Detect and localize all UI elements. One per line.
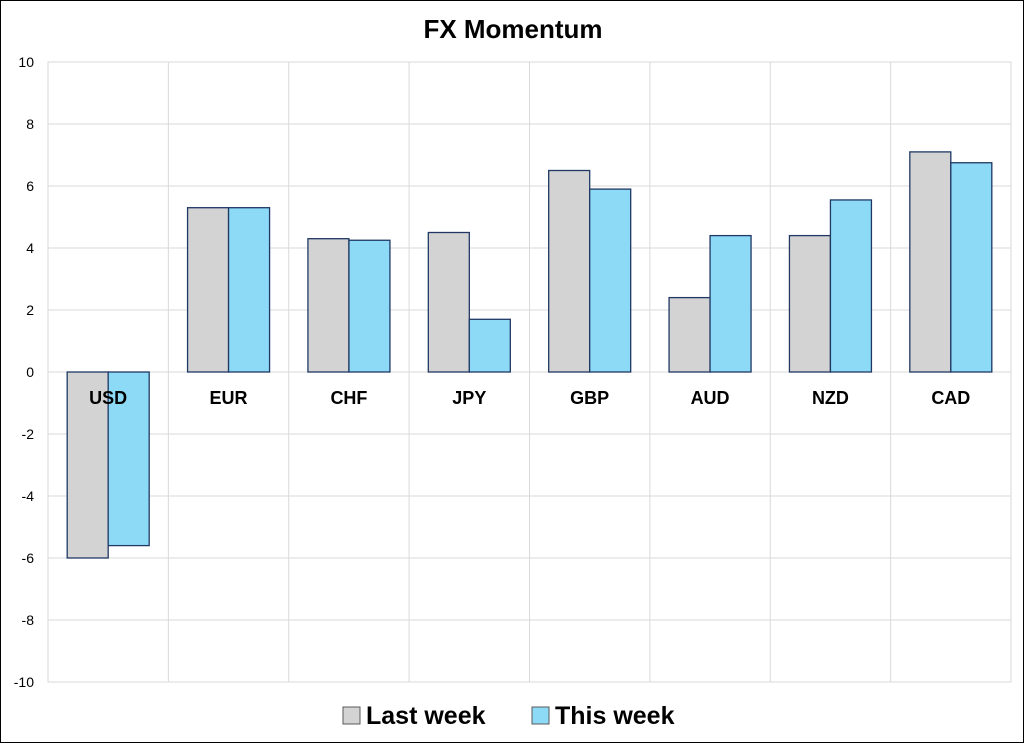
bar-aud-this-week (709, 234, 752, 373)
y-tick-label: 4 (26, 240, 34, 256)
bar-cad-this-week (950, 162, 993, 373)
y-tick-label: -8 (22, 612, 35, 628)
y-tick-label: -6 (22, 550, 35, 566)
bar-jpy-last-week (427, 231, 470, 373)
bar-gbp-this-week (589, 188, 632, 373)
category-label: CHF (330, 388, 367, 408)
category-label: EUR (210, 388, 248, 408)
legend-label: This week (555, 702, 675, 730)
bar-aud-last-week (668, 296, 711, 373)
y-tick-label: 2 (26, 302, 34, 318)
y-axis-ticks: 10 8 6 4 2 0 -2 -4 -6 -8 -10 (14, 54, 34, 690)
category-label: JPY (452, 388, 486, 408)
y-tick-label: 0 (26, 364, 34, 380)
y-tick-label: 8 (26, 116, 34, 132)
bars (66, 151, 993, 559)
y-tick-label: -2 (22, 426, 35, 442)
bar-chf-last-week (307, 238, 350, 373)
bar-nzd-this-week (829, 199, 873, 373)
legend-swatch (342, 706, 361, 725)
y-tick-label: 6 (26, 178, 34, 194)
category-labels: USD EUR CHF JPY GBP AUD NZD CAD (89, 388, 970, 408)
y-tick-label: -4 (22, 488, 35, 504)
bar-nzd-last-week (788, 234, 832, 373)
legend: Last week This week (342, 702, 675, 730)
y-tick-label: -10 (14, 674, 34, 690)
bar-cad-last-week (909, 151, 952, 373)
legend-swatch (531, 706, 550, 725)
bar-eur-this-week (227, 207, 271, 373)
category-label: AUD (691, 388, 730, 408)
bar-chf-this-week (348, 239, 391, 373)
bar-gbp-last-week (548, 169, 591, 373)
category-label: USD (89, 388, 127, 408)
chart-title: FX Momentum (423, 14, 602, 44)
legend-label: Last week (366, 702, 486, 730)
bar-eur-last-week (186, 207, 230, 373)
category-label: CAD (931, 388, 970, 408)
bar-jpy-this-week (468, 318, 511, 373)
y-tick-label: 10 (18, 54, 34, 70)
category-label: NZD (812, 388, 849, 408)
bar-usd-this-week (107, 371, 150, 547)
category-label: GBP (570, 388, 609, 408)
